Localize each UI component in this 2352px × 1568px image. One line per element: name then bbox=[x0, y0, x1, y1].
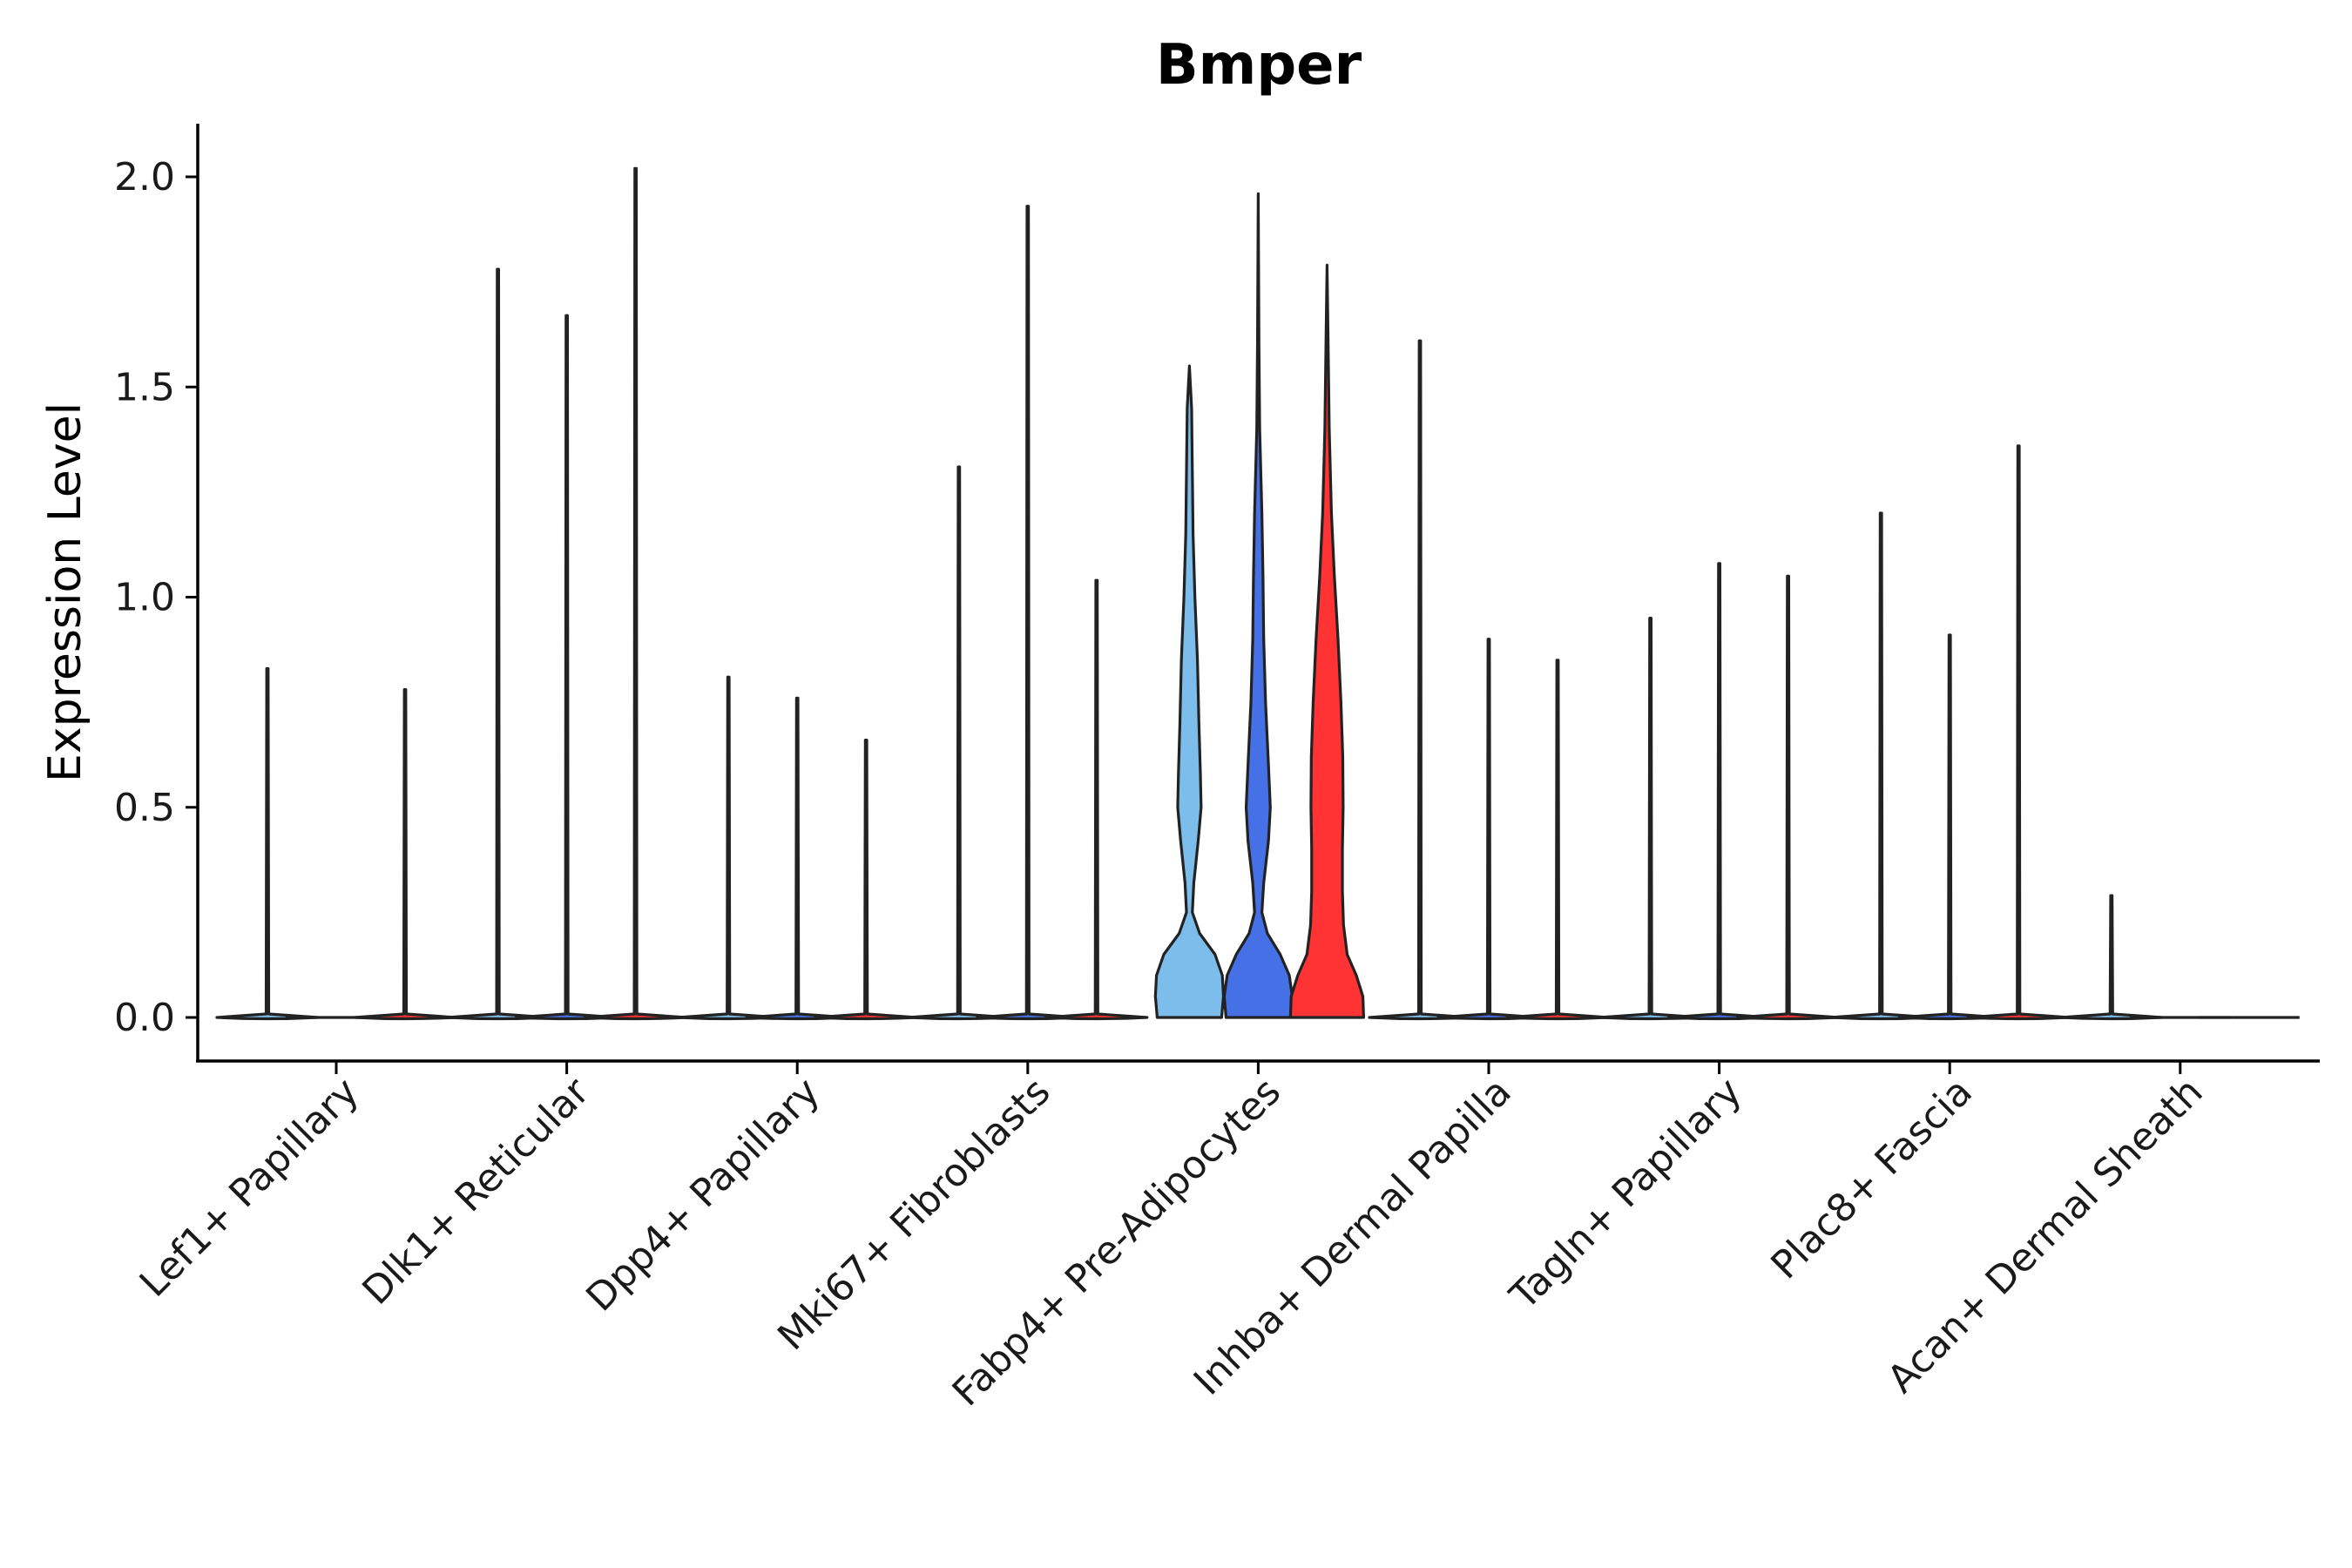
violin-layer bbox=[215, 166, 2300, 1021]
y-tick-label: 0.0 bbox=[114, 996, 175, 1040]
y-tick-label: 1.0 bbox=[114, 576, 175, 620]
x-tick-label: Dpp4+ Papillary bbox=[578, 1070, 828, 1321]
violin-2-0 bbox=[676, 675, 781, 1021]
violin-7-2 bbox=[1966, 444, 2071, 1021]
y-tick-label: 1.5 bbox=[114, 365, 175, 409]
violin-2-1 bbox=[745, 696, 849, 1021]
violin-4-0 bbox=[1153, 364, 1226, 1019]
violin-6-0 bbox=[1598, 617, 1703, 1021]
violin-1-1 bbox=[515, 314, 619, 1021]
x-tick-label: Dlk1+ Reticular bbox=[354, 1069, 598, 1314]
violin-5-2 bbox=[1505, 659, 1610, 1021]
violin-2-2 bbox=[814, 738, 918, 1021]
violin-8-0 bbox=[2059, 894, 2164, 1021]
y-tick-label: 0.5 bbox=[114, 786, 175, 830]
violin-3-2 bbox=[1044, 578, 1149, 1021]
violin-7-1 bbox=[1897, 633, 2002, 1021]
violin-5-0 bbox=[1368, 339, 1472, 1021]
violin-6-1 bbox=[1667, 562, 1772, 1021]
violin-4-1 bbox=[1222, 192, 1294, 1019]
x-tick-label: Lef1+ Papillary bbox=[132, 1070, 368, 1306]
violin-3-0 bbox=[907, 465, 1011, 1021]
violin-7-0 bbox=[1828, 511, 1933, 1021]
violin-0-2 bbox=[353, 688, 457, 1021]
y-axis-ticks: 0.0 0.5 1.0 1.5 2.0 bbox=[114, 155, 198, 1040]
violin-4-2 bbox=[1288, 263, 1365, 1019]
x-tick-label: Plac8+ Fascia bbox=[1762, 1070, 1981, 1288]
violin-3-1 bbox=[976, 205, 1080, 1021]
violin-1-2 bbox=[584, 166, 688, 1021]
violin-6-2 bbox=[1736, 574, 1841, 1021]
x-tick-label: Tagln+ Papillary bbox=[1501, 1070, 1750, 1319]
chart-title: Bmper bbox=[1156, 33, 1362, 98]
violin-1-0 bbox=[446, 267, 551, 1021]
violin-0-0 bbox=[215, 666, 320, 1021]
y-axis-label: Expression Level bbox=[39, 402, 91, 782]
violin-5-1 bbox=[1436, 638, 1541, 1021]
y-tick-label: 2.0 bbox=[114, 155, 175, 199]
